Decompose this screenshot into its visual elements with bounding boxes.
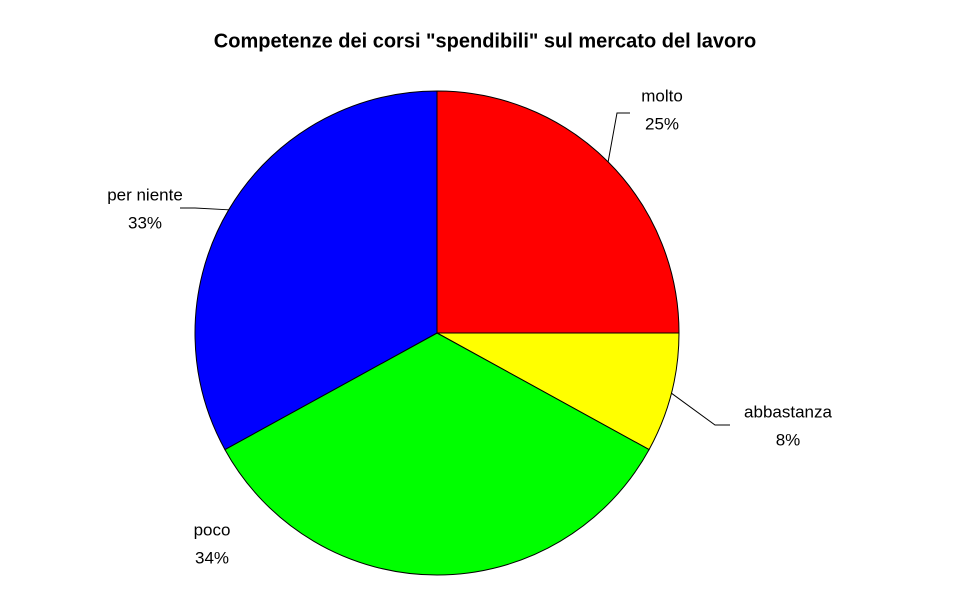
slice-value-label: 8% bbox=[776, 430, 801, 449]
slice-label: molto bbox=[641, 86, 683, 105]
slice-value-label: 33% bbox=[128, 213, 162, 232]
pie-slice bbox=[436, 332, 680, 451]
leader-line bbox=[671, 392, 730, 426]
slice-value-label: 25% bbox=[645, 114, 679, 133]
leader-line bbox=[607, 112, 630, 162]
chart-title: Competenze dei corsi "spendibili" sul me… bbox=[214, 30, 756, 52]
pie-slice bbox=[224, 332, 650, 576]
slice-value-label: 34% bbox=[195, 548, 229, 567]
leader-line bbox=[180, 207, 229, 211]
pie-slice bbox=[194, 90, 438, 451]
slice-label: abbastanza bbox=[744, 402, 832, 421]
slice-label: poco bbox=[194, 520, 231, 539]
slice-label: per niente bbox=[107, 185, 183, 204]
